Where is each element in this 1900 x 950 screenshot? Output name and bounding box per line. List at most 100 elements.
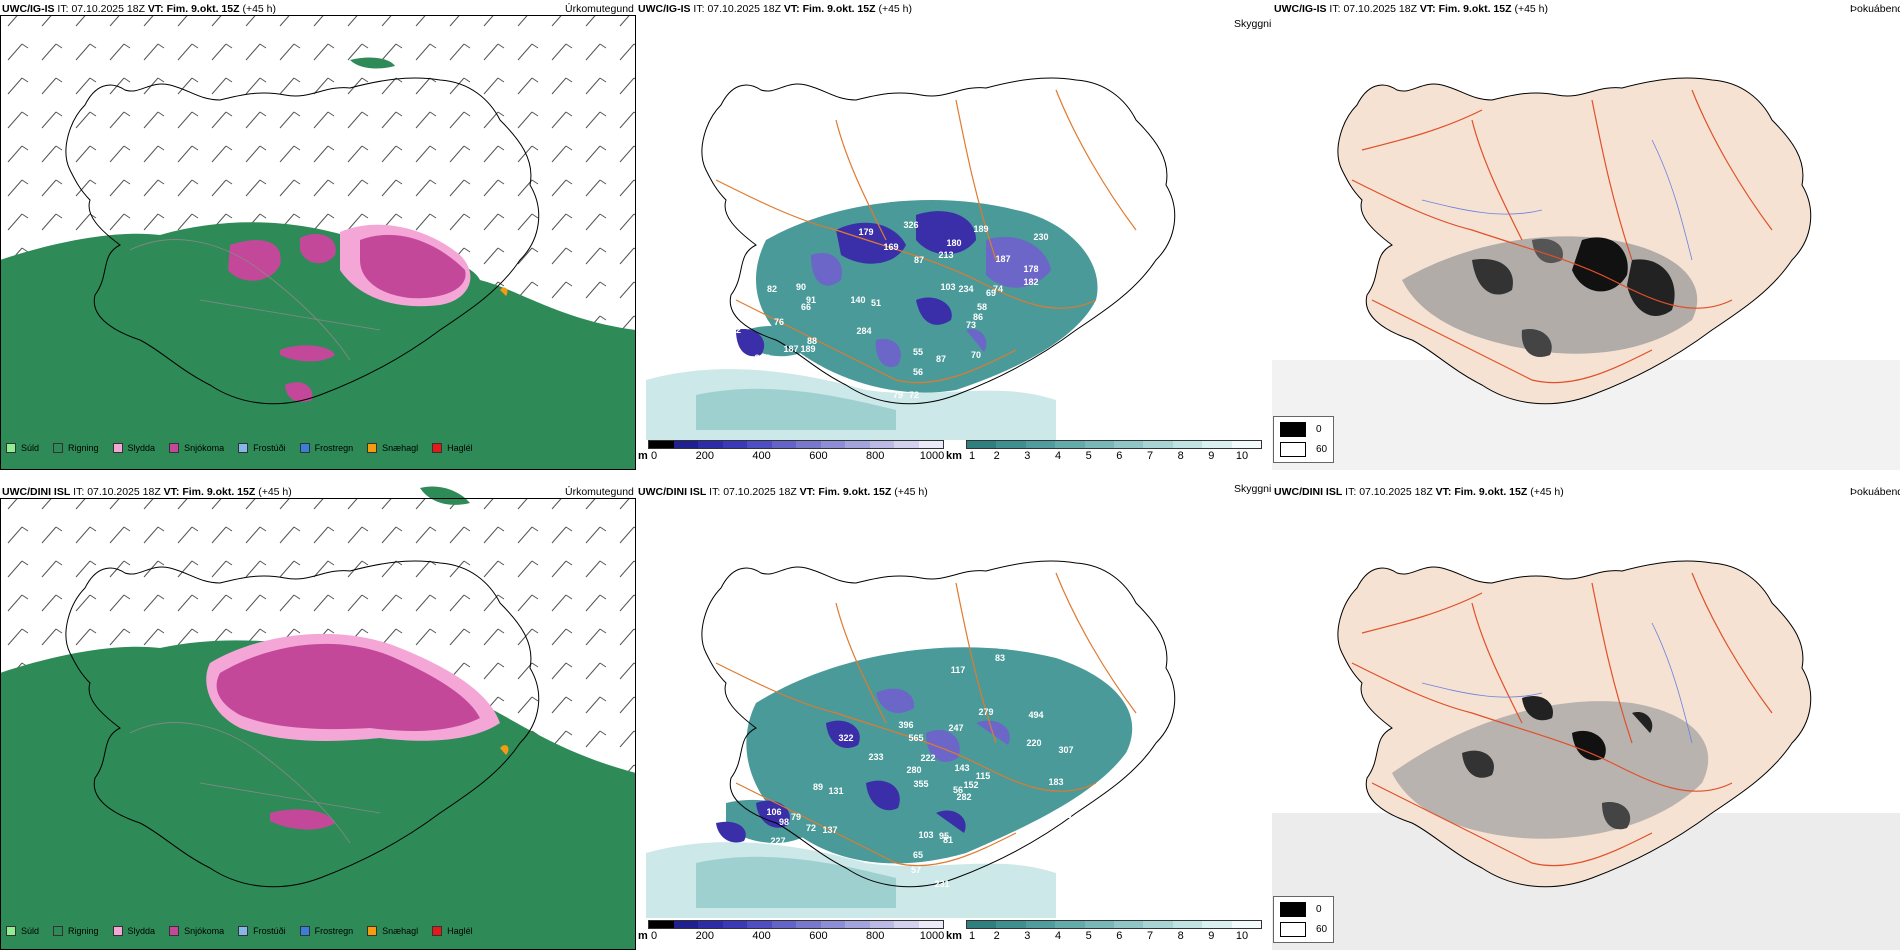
lead-time: (+45 h) [242,3,277,15]
colorbar-tick-label: 4 [1054,930,1062,942]
precip-legend-item: Frostúði [238,926,286,936]
panel-header: UWC/IG-IS IT: 07.10.2025 18Z VT: Fim. 9.… [1274,3,1548,15]
cloud-base-label: 72 [909,390,919,400]
cloud-vis-panel-row1: 326 189 230 179 180 169 213 87 187 178 182 82 90 91 14… [636,0,1272,470]
panel-title: Skyggni [1234,483,1272,495]
precip-legend-item: Haglél [432,443,473,453]
model-name: UWC/DINI ISL [2,486,71,498]
cloud-base-label: 87 [936,354,946,364]
fog-legend-swatch [1280,442,1306,457]
it-label: IT: [693,3,705,15]
cloud-base-label: 117 [951,665,966,675]
cloud-vis-panel-row2: 117 83 279 494 396 247 322 565 220 307 183 233 280 22… [636,483,1272,950]
precip-legend-label: Súld [21,926,40,936]
colorbar-tick-label: 1 [968,450,976,462]
colorbar-tick-label: 200 [695,930,714,942]
cloud-vis-map: 117 83 279 494 396 247 322 565 220 307 183 233 280 22… [646,560,1176,918]
colorbar-tick-label: 3 [1024,930,1031,942]
it-label: IT: [73,486,85,498]
colorbar-tick-label: 9 [1208,930,1215,942]
vt-value: Fim. 9.okt. 15Z [1438,3,1512,15]
fog-legend: 0 60 [1273,416,1335,463]
cloud-base-label: 115 [976,771,991,781]
cloud-base-label: 55 [913,347,923,357]
vt-label: VT: [1435,486,1452,498]
fog-legend-swatch [1280,922,1306,937]
panel-frame [0,15,636,470]
colorbar-tick-label: 8 [1177,450,1184,462]
cloud-base-label: 234 [958,284,973,294]
panel-title: Þokuábendi [1850,486,1900,498]
precip-legend-item: Frostúði [238,443,286,453]
colorbar-tick-label: 6 [1116,450,1123,462]
panel-header: UWC/IG-IS IT: 07.10.2025 18Z VT: Fim. 9.… [638,3,912,15]
it-value: 07.10.2025 18Z [87,486,161,498]
precip-legend-swatch [367,443,378,453]
precip-legend-item: Súld [6,443,39,453]
precip-map [0,15,636,470]
precip-legend-swatch [432,926,443,936]
precip-legend-item: Snjókoma [169,443,224,453]
colorbar-tick-label: 8 [1177,930,1184,942]
cloud-base-label: 56 [953,785,963,795]
cloud-base-label: 297 [754,353,769,363]
colorbar-tick-label: 7 [1146,930,1154,942]
panel-header: UWC/DINI ISL IT: 07.10.2025 18Z VT: Fim.… [2,486,292,498]
precip-legend-swatch [53,926,64,936]
cloud-base-label: 103 [918,830,933,840]
cloud-base-label: 90 [796,282,806,292]
cloud-base-label: 284 [856,326,871,336]
cloud-base-label: 137 [932,192,947,202]
cloud-base-label: 220 [1026,738,1041,748]
precip-legend-label: Frostúði [253,926,286,936]
cloud-base-label: 79 [791,812,801,822]
precip-legend-label: Haglél [447,926,473,936]
cloud-base-label: 280 [906,765,921,775]
fog-legend: 0 60 [1273,896,1335,943]
cloud-base-label: 56 [913,367,923,377]
model-name: UWC/IG-IS [2,3,55,15]
precip-legend-swatch [53,443,64,453]
fog-map [1272,560,1900,950]
cloud-base-colorbar [648,920,944,929]
precip-legend-swatch [169,443,180,453]
cloud-base-label: 65 [913,850,923,860]
cloud-base-label: 326 [903,220,918,230]
panel-title: Úrkomutegund [565,3,634,15]
cloud-base-label: 152 [963,780,978,790]
cloud-base-label: 282 [956,792,971,802]
fog-legend-label: 0 [1316,424,1322,435]
colorbar-tick-label: 10 [1235,930,1249,942]
precip-legend-item: Frostregn [299,926,353,936]
cloud-base-label: 182 [1023,277,1038,287]
vt-label: VT: [1419,3,1436,15]
precip-legend-label: Haglél [447,443,473,453]
panel-header: UWC/IG-IS IT: 07.10.2025 18Z VT: Fim. 9.… [2,3,276,15]
precip-legend-label: Rigning [68,443,99,453]
cloud-base-label: 396 [898,720,913,730]
precip-legend-item: Slydda [112,443,155,453]
visibility-unit: km [946,930,962,942]
cloud-base-label: 355 [913,779,928,789]
panel-header: UWC/DINI ISL IT: 07.10.2025 18Z VT: Fim.… [638,486,928,498]
cloud-base-label: 92 [731,325,741,335]
cloud-base-label: 81 [943,835,953,845]
cloud-base-label: 143 [954,763,969,773]
cloud-base-label: 57 [911,865,921,875]
colorbar-tick-label: 5 [1085,450,1092,462]
cloud-base-label: 66 [801,302,811,312]
cloud-base-label: 187 [783,344,798,354]
cloud-base-label: 72 [806,823,816,833]
vt-value: Fim. 9.okt. 15Z [166,3,240,15]
cloud-base-label: 82 [767,284,777,294]
colorbar-tick-label: 10 [1235,450,1249,462]
fog-legend-label: 0 [1316,904,1322,915]
precip-legend-item: Snæhagl [367,443,418,453]
it-label: IT: [57,3,69,15]
model-name: UWC/DINI ISL [638,486,707,498]
model-name: UWC/IG-IS [638,3,691,15]
cloud-base-label: 98 [779,817,789,827]
colorbar-tick-label: 400 [752,450,771,462]
cloud-base-label: 89 [813,782,823,792]
vt-label: VT: [783,3,800,15]
